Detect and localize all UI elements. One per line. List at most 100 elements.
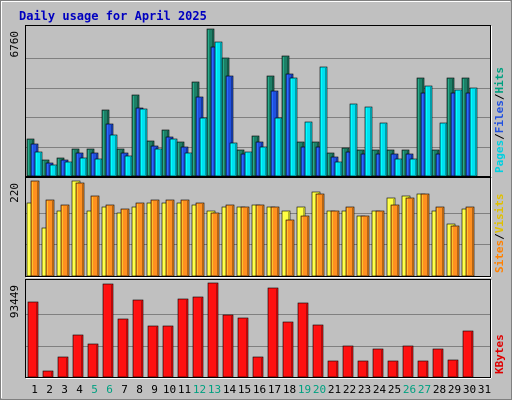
bar-body: [57, 356, 69, 378]
sites-bar-day-3: [60, 204, 70, 277]
bar-highlight: [137, 109, 138, 175]
bar-highlight: [464, 332, 465, 376]
bar-shadow: [220, 43, 221, 175]
bar-highlight: [152, 147, 153, 175]
pages-bar-day-3: [64, 161, 73, 177]
pages-bar-day-14: [229, 142, 238, 177]
pages-bar-day-26: [409, 158, 418, 177]
bar-shadow: [306, 304, 307, 376]
bar-shadow: [85, 159, 86, 175]
sites-bar-day-11: [180, 199, 190, 277]
bar-shadow: [322, 195, 323, 275]
bar-body: [360, 215, 370, 277]
sites-bar-day-30: [465, 206, 475, 277]
x-tick-label-day-16: 16: [253, 383, 266, 396]
bar-shadow: [310, 123, 311, 175]
bar-highlight: [104, 285, 105, 376]
bar-highlight: [74, 336, 75, 376]
bar-shadow: [157, 201, 158, 275]
x-tick-label-day-18: 18: [283, 383, 296, 396]
pages-bar-day-29: [454, 89, 463, 177]
bar-shadow: [111, 285, 112, 376]
x-tick-label-day-9: 9: [151, 383, 158, 396]
bar-shadow: [126, 320, 127, 376]
bar-body: [45, 199, 55, 277]
bar-highlight: [224, 316, 225, 376]
bar-highlight: [133, 96, 134, 175]
bar-shadow: [292, 221, 293, 275]
bar-highlight: [223, 208, 224, 275]
bar-shadow: [366, 362, 367, 376]
bar-shadow: [160, 150, 161, 175]
bar-highlight: [433, 151, 434, 175]
bar-highlight: [44, 372, 45, 376]
bar-highlight: [58, 159, 59, 175]
bar-body: [267, 287, 279, 378]
kbytes-bar-day-2: [42, 370, 54, 378]
bar-highlight: [47, 164, 48, 175]
bar-shadow: [37, 182, 38, 275]
kbytes-bar-day-21: [327, 360, 339, 378]
bar-shadow: [291, 323, 292, 376]
kbytes-bar-day-29: [447, 359, 459, 378]
bar-body: [450, 225, 460, 277]
bar-highlight: [426, 87, 427, 175]
bar-body: [60, 204, 70, 277]
bar-body: [375, 210, 385, 277]
bar-body: [465, 206, 475, 277]
bar-highlight: [287, 75, 288, 175]
bar-shadow: [100, 160, 101, 175]
bar-highlight: [329, 362, 330, 376]
bar-highlight: [242, 155, 243, 175]
x-tick-label-day-17: 17: [268, 383, 281, 396]
bar-highlight: [463, 79, 464, 175]
pages-bar-day-27: [424, 85, 433, 177]
legend-entry: Hits: [493, 67, 506, 94]
bar-highlight: [118, 150, 119, 175]
bar-body: [300, 215, 310, 277]
bar-shadow: [460, 91, 461, 175]
bar-highlight: [403, 197, 404, 275]
bar-shadow: [385, 124, 386, 175]
x-tick-label-day-10: 10: [163, 383, 176, 396]
x-tick-label-day-29: 29: [448, 383, 461, 396]
bar-highlight: [407, 199, 408, 275]
kbytes-bar-day-20: [312, 324, 324, 378]
bar-highlight: [336, 163, 337, 175]
bar-body: [297, 302, 309, 378]
panel-legend: KBytes: [493, 334, 506, 374]
bar-shadow: [456, 361, 457, 376]
bar-shadow: [115, 136, 116, 175]
kbytes-bar-day-17: [267, 287, 279, 378]
bar-highlight: [396, 160, 397, 175]
bar-shadow: [427, 195, 428, 275]
bar-highlight: [239, 319, 240, 376]
pages-bar-day-9: [154, 148, 163, 177]
bar-highlight: [343, 149, 344, 175]
kbytes-panel: 93449 KBytes: [8, 279, 506, 379]
kbytes-bar-day-4: [72, 334, 84, 378]
bar-highlight: [178, 204, 179, 275]
bar-shadow: [370, 108, 371, 175]
bar-body: [330, 210, 340, 277]
bar-highlight: [208, 212, 209, 275]
kbytes-bar-day-19: [297, 302, 309, 378]
sites-bar-day-12: [195, 202, 205, 277]
sites-bar-day-1: [30, 180, 40, 277]
bar-highlight: [193, 206, 194, 275]
bar-body: [289, 77, 298, 177]
bar-body: [364, 106, 373, 177]
bar-highlight: [359, 362, 360, 376]
bar-highlight: [62, 161, 63, 175]
bar-highlight: [407, 155, 408, 175]
bar-highlight: [418, 79, 419, 175]
bar-highlight: [178, 143, 179, 175]
kbytes-bar-day-18: [282, 321, 294, 378]
x-tick-label-day-23: 23: [358, 383, 371, 396]
bar-highlight: [373, 212, 374, 275]
bar-shadow: [280, 119, 281, 175]
bar-highlight: [89, 345, 90, 376]
kbytes-bar-day-10: [162, 325, 174, 378]
kbytes-bar-day-3: [57, 356, 69, 378]
bar-body: [469, 87, 478, 177]
